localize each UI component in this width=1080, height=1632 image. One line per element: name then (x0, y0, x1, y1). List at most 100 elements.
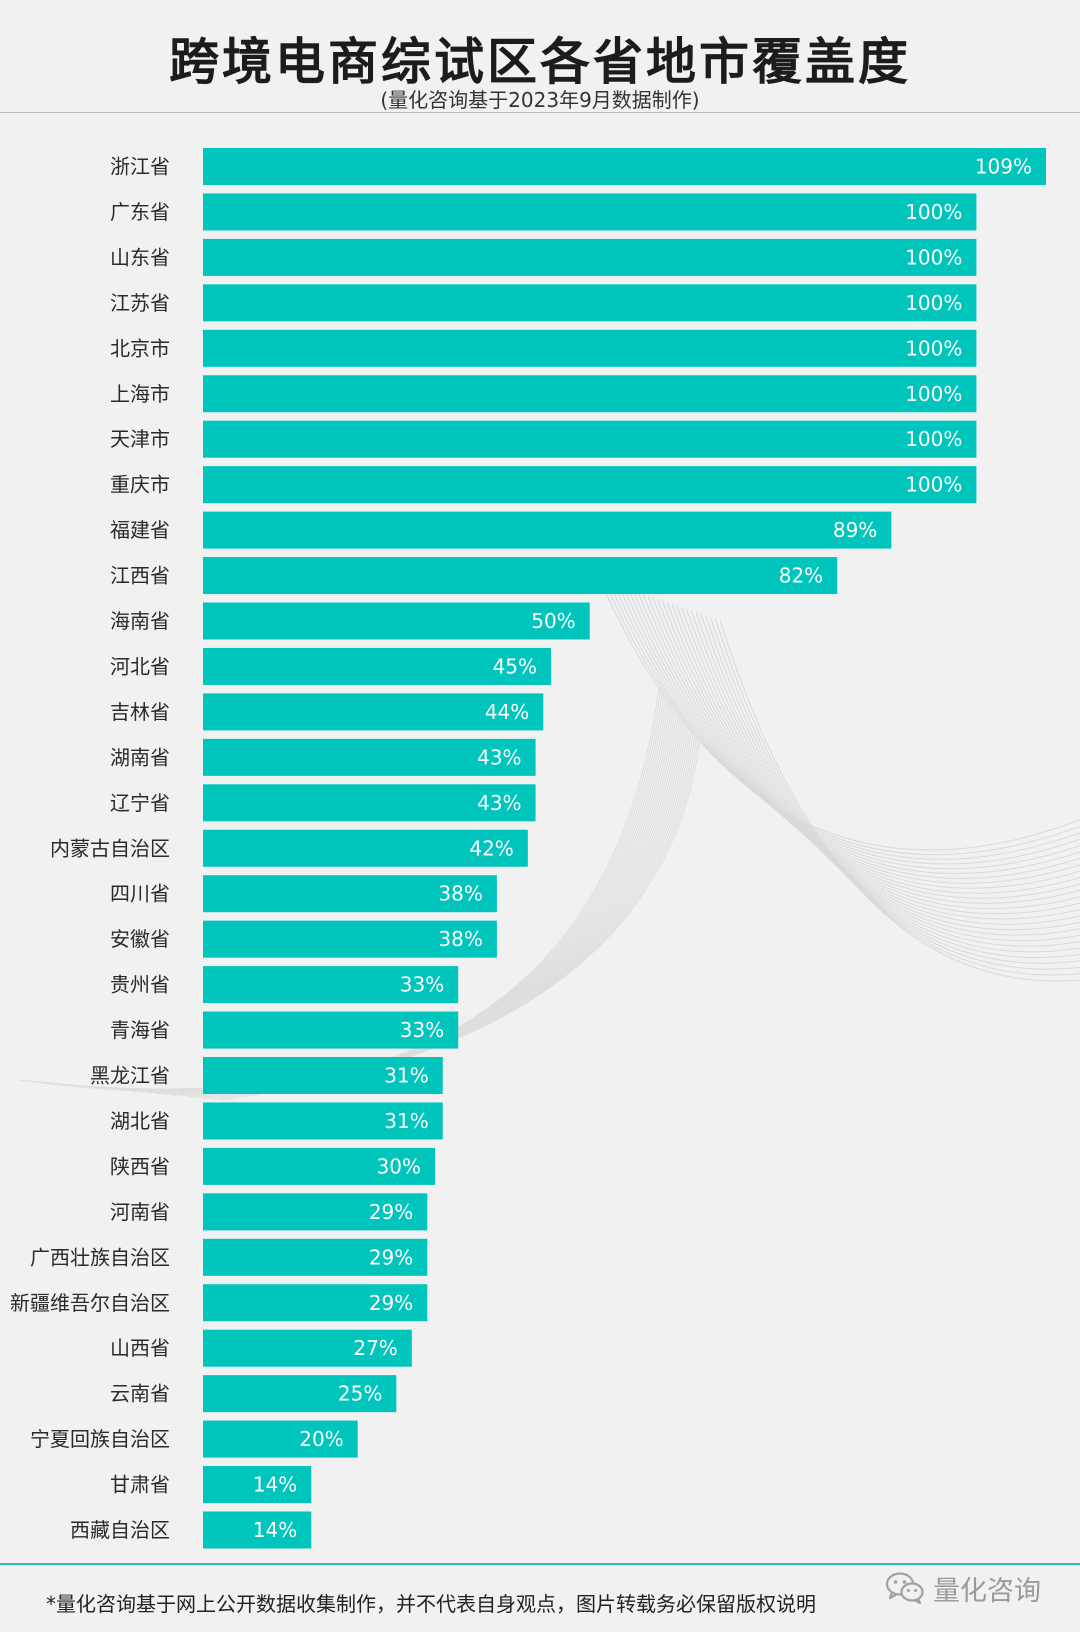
bar (203, 284, 977, 322)
decor-line (681, 607, 1080, 936)
category-label: 广东省 (110, 200, 170, 224)
category-label: 安徽省 (110, 927, 170, 951)
category-label: 新疆维吾尔自治区 (10, 1291, 170, 1315)
bar (203, 738, 536, 776)
bar (203, 1057, 443, 1094)
bar (203, 784, 536, 822)
category-label: 浙江省 (110, 155, 170, 179)
value-label: 100% (905, 473, 962, 497)
bar (203, 602, 590, 640)
value-label: 27% (353, 1336, 397, 1360)
category-label: 福建省 (110, 518, 170, 542)
bar (203, 238, 977, 276)
chart-title: 跨境电商综试区各省地市覆盖度 (169, 33, 911, 91)
value-label: 20% (299, 1427, 343, 1451)
category-label: 山西省 (110, 1336, 170, 1360)
category-label: 广西壮族自治区 (30, 1245, 170, 1269)
value-label: 43% (477, 745, 521, 769)
bar (203, 647, 552, 685)
category-label: 北京市 (110, 336, 170, 360)
value-label: 100% (905, 427, 962, 451)
category-label: 西藏自治区 (70, 1518, 170, 1542)
value-label: 50% (531, 609, 575, 633)
category-label: 河北省 (110, 654, 170, 678)
bar (203, 1511, 312, 1549)
value-label: 100% (905, 382, 962, 406)
category-label: 江苏省 (110, 291, 170, 315)
decor-line (719, 619, 1080, 982)
bar (203, 875, 497, 913)
decor-line (671, 603, 1080, 925)
decor-line (685, 608, 1080, 942)
footer-divider (0, 1563, 1080, 1565)
value-label: 29% (369, 1200, 413, 1224)
bar (203, 920, 497, 958)
value-label: 30% (377, 1154, 421, 1178)
bar (203, 148, 1046, 185)
decor-line (690, 610, 1080, 947)
bar (203, 1284, 428, 1322)
value-label: 89% (833, 518, 877, 542)
bar (203, 557, 838, 595)
decor-line (604, 581, 1080, 856)
value-label: 43% (477, 791, 521, 815)
brand-name: 量化咨询 (933, 1575, 1041, 1607)
copyright-note: *量化咨询基于网上公开数据收集制作，并不代表自身观点，图片转载务必保留版权说明 (46, 1592, 816, 1616)
decor-line (637, 592, 1080, 889)
decor-line (700, 613, 1080, 959)
bar (203, 1102, 443, 1140)
bar (203, 1329, 412, 1367)
category-label: 吉林省 (110, 700, 170, 724)
value-label: 100% (905, 336, 962, 360)
value-label: 38% (438, 927, 482, 951)
value-label: 109% (975, 155, 1032, 179)
value-label: 14% (253, 1518, 297, 1542)
chart-subtitle: (量化咨询基于2023年9月数据制作) (380, 88, 700, 112)
category-label: 内蒙古自治区 (50, 836, 170, 860)
value-label: 100% (905, 291, 962, 315)
category-label: 重庆市 (110, 473, 170, 497)
bar (203, 1375, 397, 1413)
category-label: 河南省 (110, 1200, 170, 1224)
bar-chart: 浙江省 109% 广东省 100% 山东省 100% 江苏省 100% 北京市 100% 上海市 10… (10, 148, 1046, 1549)
background-decoration (19, 579, 1080, 1101)
value-label: 82% (779, 564, 823, 588)
decor-line (676, 605, 1080, 931)
category-label: 甘肃省 (110, 1473, 170, 1497)
category-label: 贵州省 (110, 973, 170, 997)
category-label: 海南省 (110, 609, 170, 633)
category-label: 湖北省 (110, 1109, 170, 1133)
bar (203, 693, 544, 731)
value-label: 25% (338, 1382, 382, 1406)
bar (203, 1238, 428, 1276)
brand-watermark: 量化咨询 (885, 1568, 1041, 1608)
bar (203, 1147, 436, 1185)
category-label: 湖南省 (110, 745, 170, 769)
value-label: 31% (384, 1064, 428, 1088)
value-label: 45% (493, 654, 537, 678)
category-label: 云南省 (110, 1382, 170, 1406)
bar (203, 375, 977, 413)
value-label: 42% (469, 836, 513, 860)
bar (203, 466, 977, 504)
bar (203, 420, 977, 458)
category-label: 宁夏回族自治区 (30, 1427, 170, 1451)
value-label: 100% (905, 245, 962, 269)
value-label: 33% (400, 1018, 444, 1042)
bar (203, 966, 459, 1004)
bar (203, 1420, 358, 1458)
category-label: 山东省 (110, 245, 170, 269)
value-label: 100% (905, 200, 962, 224)
category-label: 辽宁省 (110, 791, 170, 815)
bar (203, 1193, 428, 1231)
category-label: 黑龙江省 (90, 1064, 170, 1088)
bar (203, 1466, 312, 1504)
category-label: 陕西省 (110, 1154, 170, 1178)
value-label: 33% (400, 973, 444, 997)
wechat-icon (885, 1572, 924, 1605)
value-label: 14% (253, 1473, 297, 1497)
category-label: 江西省 (110, 564, 170, 588)
decor-line (623, 587, 1080, 874)
value-label: 44% (485, 700, 529, 724)
bar (203, 1011, 459, 1049)
